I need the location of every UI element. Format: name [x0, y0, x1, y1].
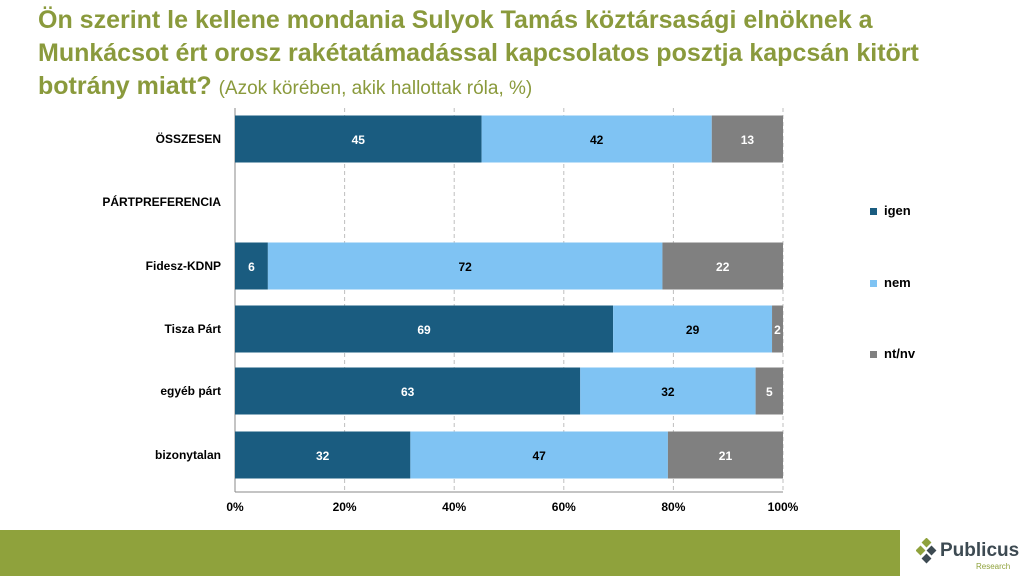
x-tick-label: 80%	[661, 500, 685, 514]
legend-label: nt/nv	[884, 346, 916, 361]
data-label: 63	[401, 385, 415, 399]
bar-segment	[662, 242, 783, 290]
bar-segment	[481, 115, 712, 163]
bar-segment	[235, 367, 581, 415]
bar-segment	[580, 367, 756, 415]
data-label: 5	[766, 385, 773, 399]
bar-segment	[772, 305, 783, 353]
chart-subtitle: (Azok körében, akik hallottak róla, %)	[218, 78, 533, 99]
data-label: 42	[590, 133, 604, 147]
legend-label: nem	[884, 275, 911, 290]
x-tick-label: 0%	[226, 500, 244, 514]
data-label: 69	[417, 323, 431, 337]
publicus-logo: Publicus Research	[916, 538, 1024, 574]
bar-segment	[235, 431, 411, 479]
x-tick-label: 20%	[333, 500, 357, 514]
bar-segment	[711, 115, 783, 163]
data-label: 47	[532, 449, 546, 463]
logo-subtitle: Research	[976, 562, 1011, 571]
bar-segment	[755, 367, 783, 415]
bar-segment	[235, 305, 614, 353]
legend-swatch	[870, 280, 877, 287]
chart-title-main: Ön szerint le kellene mondania Sulyok Ta…	[38, 6, 919, 100]
category-label: Fidesz-KDNP	[146, 259, 221, 273]
legend-swatch	[870, 208, 877, 215]
data-label: 29	[686, 323, 700, 337]
category-label: egyéb párt	[160, 384, 221, 398]
bar-segment	[235, 115, 482, 163]
data-label: 32	[316, 449, 330, 463]
category-label: ÖSSZESEN	[156, 131, 221, 146]
data-label: 22	[716, 260, 730, 274]
category-label: bizonytalan	[155, 448, 221, 462]
x-tick-label: 40%	[442, 500, 466, 514]
category-label: PÁRTPREFERENCIA	[102, 194, 221, 209]
data-label: 72	[458, 260, 472, 274]
legend-label: igen	[884, 203, 911, 218]
data-label: 2	[774, 323, 781, 337]
publicus-diamond-logo-icon	[916, 538, 937, 564]
data-label: 13	[741, 133, 755, 147]
chart-title: Ön szerint le kellene mondania Sulyok Ta…	[38, 4, 998, 105]
bar-segment	[235, 242, 268, 290]
footer-bar	[0, 530, 900, 576]
category-label: Tisza Párt	[165, 322, 221, 336]
x-tick-label: 100%	[768, 500, 799, 514]
x-tick-label: 60%	[552, 500, 576, 514]
data-label: 21	[719, 449, 733, 463]
bar-segment	[613, 305, 773, 353]
stacked-bar-chart: 0% 20% 40% 60% 80% 100% ÖSSZESEN 45 42 13 PÁRTPREF…	[102, 108, 916, 514]
bar-segment	[410, 431, 668, 479]
legend-swatch	[870, 351, 877, 358]
data-label: 32	[661, 385, 675, 399]
bar-segment	[267, 242, 663, 290]
bar-segment	[667, 431, 783, 479]
logo-name: Publicus	[940, 540, 1020, 561]
data-label: 45	[352, 133, 366, 147]
data-label: 6	[248, 260, 255, 274]
